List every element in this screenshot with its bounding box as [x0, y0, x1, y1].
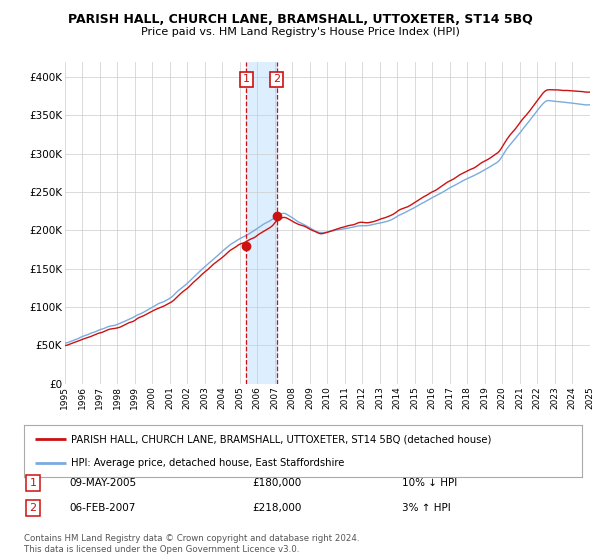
Text: 1: 1: [29, 478, 37, 488]
Text: PARISH HALL, CHURCH LANE, BRAMSHALL, UTTOXETER, ST14 5BQ (detached house): PARISH HALL, CHURCH LANE, BRAMSHALL, UTT…: [71, 434, 492, 444]
Bar: [246, 62, 277, 384]
Text: PARISH HALL, CHURCH LANE, BRAMSHALL, UTTOXETER, ST14 5BQ: PARISH HALL, CHURCH LANE, BRAMSHALL, UTT…: [68, 13, 532, 26]
Text: 2: 2: [29, 503, 37, 513]
Text: Contains HM Land Registry data © Crown copyright and database right 2024.: Contains HM Land Registry data © Crown c…: [24, 534, 359, 543]
Text: 06-FEB-2007: 06-FEB-2007: [69, 503, 136, 513]
Text: 1: 1: [243, 74, 250, 85]
Text: HPI: Average price, detached house, East Staffordshire: HPI: Average price, detached house, East…: [71, 458, 345, 468]
Text: Price paid vs. HM Land Registry's House Price Index (HPI): Price paid vs. HM Land Registry's House …: [140, 27, 460, 37]
Text: 09-MAY-2005: 09-MAY-2005: [69, 478, 136, 488]
Text: £218,000: £218,000: [252, 503, 301, 513]
Text: This data is licensed under the Open Government Licence v3.0.: This data is licensed under the Open Gov…: [24, 545, 299, 554]
Text: 10% ↓ HPI: 10% ↓ HPI: [402, 478, 457, 488]
Text: £180,000: £180,000: [252, 478, 301, 488]
Text: 3% ↑ HPI: 3% ↑ HPI: [402, 503, 451, 513]
Text: 2: 2: [273, 74, 280, 85]
